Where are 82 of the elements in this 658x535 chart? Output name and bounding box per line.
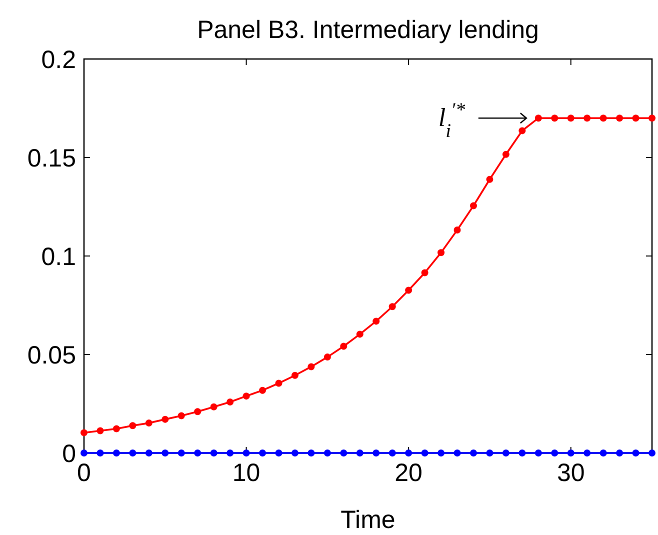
chart-title: Panel B3. Intermediary lending: [197, 16, 539, 44]
point: [194, 408, 202, 416]
point: [308, 450, 315, 456]
point: [194, 450, 202, 456]
point: [454, 226, 461, 234]
point: [259, 386, 266, 394]
point: [388, 303, 396, 310]
point: [567, 114, 574, 122]
point: [486, 176, 494, 183]
point: [600, 450, 607, 456]
point: [112, 425, 120, 432]
point: [372, 450, 380, 456]
point: [80, 429, 88, 436]
point: [178, 450, 185, 456]
point: [405, 286, 412, 294]
x-tick-label: 20: [394, 459, 422, 487]
point: [584, 450, 591, 456]
point: [421, 450, 428, 456]
point: [178, 412, 185, 420]
point: [145, 420, 152, 427]
x-tick-label: 10: [232, 459, 260, 487]
point: [162, 416, 169, 423]
point: [405, 450, 412, 456]
point: [129, 422, 136, 430]
y-tick-label: 0.05: [27, 342, 76, 370]
point: [226, 398, 234, 406]
point: [534, 114, 542, 122]
point: [470, 202, 477, 210]
point: [112, 450, 120, 456]
point: [242, 450, 250, 456]
point: [648, 450, 656, 456]
point: [486, 450, 494, 456]
point: [340, 342, 348, 350]
point: [259, 450, 266, 456]
point: [308, 363, 315, 370]
point: [502, 450, 510, 456]
point: [600, 114, 607, 122]
point: [388, 450, 396, 456]
point: [567, 450, 574, 456]
point: [470, 450, 477, 456]
y-tick-label: 0.2: [41, 46, 76, 74]
point: [616, 450, 624, 456]
point: [616, 114, 624, 122]
y-tick-label: 0: [62, 440, 76, 468]
y-tick-label: 0.1: [41, 243, 76, 271]
x-tick-label: 30: [556, 459, 585, 487]
point: [226, 450, 234, 456]
point: [632, 450, 640, 456]
point: [438, 450, 445, 456]
point: [551, 450, 558, 456]
point: [421, 269, 428, 276]
point: [372, 318, 380, 325]
point: [518, 450, 526, 456]
point: [518, 127, 526, 134]
point: [502, 150, 510, 158]
y-tick-label: 0.15: [27, 144, 76, 172]
point: [291, 450, 298, 456]
point: [454, 450, 461, 456]
x-axis-title: Time: [340, 506, 396, 534]
point: [648, 114, 656, 122]
point: [534, 450, 542, 456]
point: [632, 114, 640, 122]
point: [96, 450, 104, 456]
point: [584, 114, 591, 122]
point: [291, 372, 298, 379]
point: [145, 450, 152, 456]
point: [356, 330, 364, 338]
point: [96, 427, 104, 434]
point: [340, 450, 348, 456]
point: [275, 450, 282, 456]
point: [275, 380, 282, 387]
point: [210, 450, 218, 456]
point: [210, 403, 218, 410]
point: [356, 450, 364, 456]
point: [80, 450, 88, 456]
point: [324, 450, 331, 456]
point: [129, 450, 136, 456]
point: [551, 114, 558, 122]
point: [324, 354, 331, 361]
point: [242, 392, 250, 400]
point: [438, 249, 445, 256]
point: [162, 450, 169, 456]
